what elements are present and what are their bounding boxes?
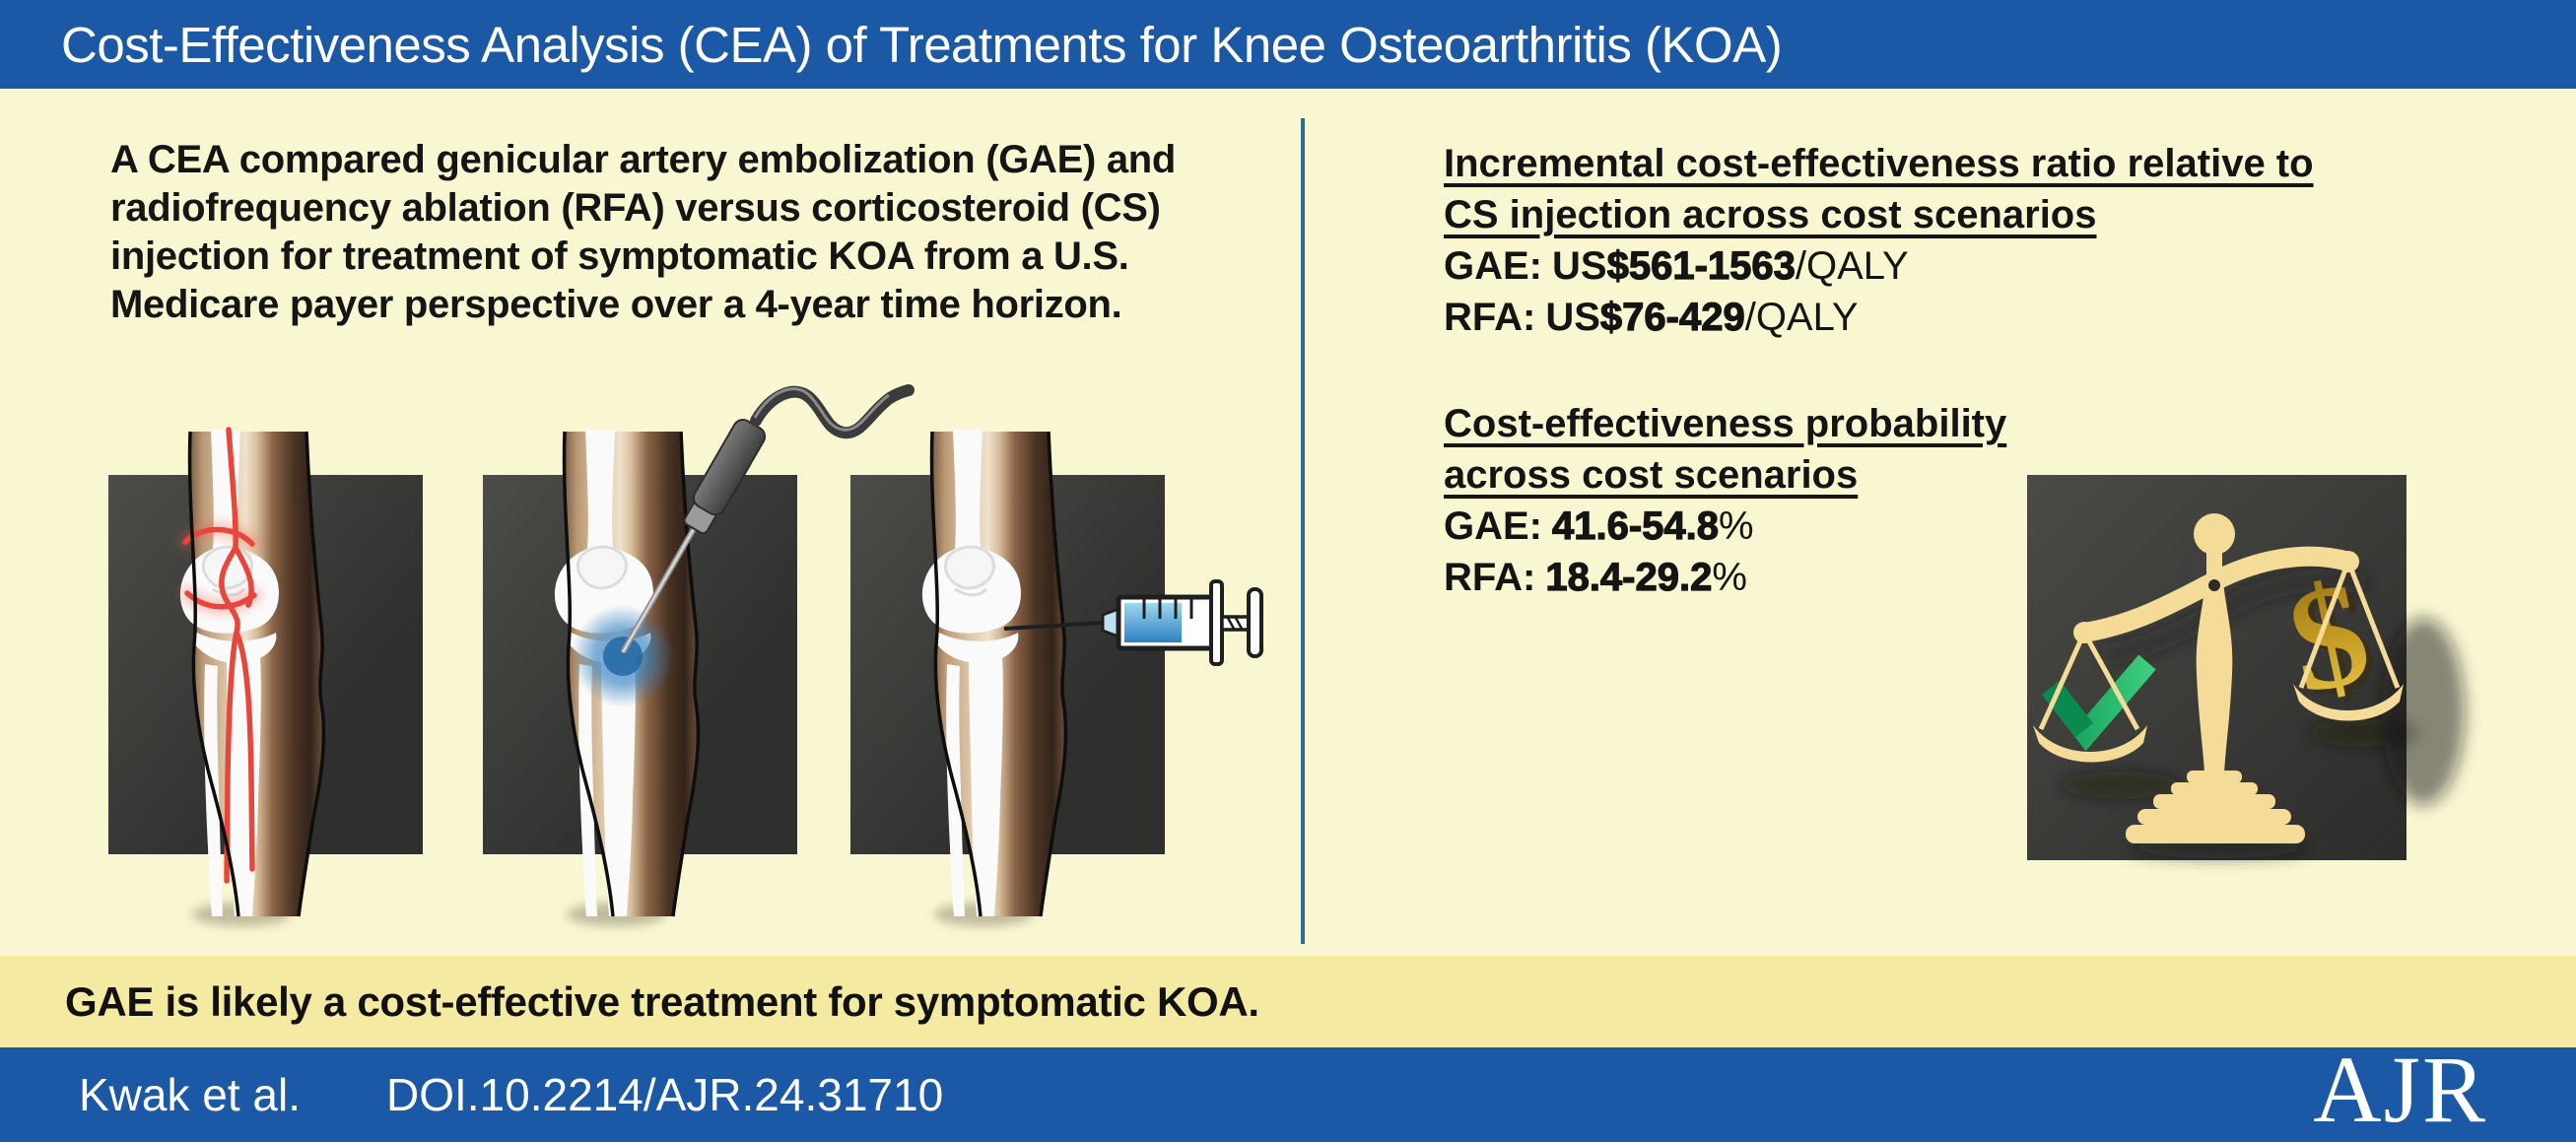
icer-value: $76-429 <box>1599 295 1745 339</box>
header-bar: Cost-Effectiveness Analysis (CEA) of Tre… <box>0 0 2576 89</box>
treatment-label: GAE: <box>1444 504 1542 548</box>
balance-scale-figure <box>2033 513 2404 843</box>
percent-sign: % <box>1719 504 1754 548</box>
icer-row-gae: GAE: US$561-1563/QALY <box>1444 240 2314 292</box>
knee-rfa-svg <box>483 384 915 926</box>
percent-sign: % <box>1712 556 1747 599</box>
authors-citation: Kwak et al. <box>79 1069 301 1120</box>
icer-heading-line: CS injection across cost scenarios <box>1444 193 2097 236</box>
icer-heading-line: Incremental cost-effectiveness ratio rel… <box>1444 142 2314 185</box>
probability-heading-line: Cost-effectiveness probability <box>1444 402 2007 445</box>
summary-line: A CEA compared genicular artery emboliza… <box>110 138 1177 181</box>
summary-line: injection for treatment of symptomatic K… <box>110 235 1129 278</box>
knee-gae-illustration <box>89 424 463 926</box>
conclusion-text: GAE is likely a cost-effective treatment… <box>65 977 1259 1025</box>
conclusion-banner: GAE is likely a cost-effective treatment… <box>0 956 2576 1047</box>
icer-row-rfa: RFA: US$76-429/QALY <box>1444 292 2314 343</box>
summary-line: Medicare payer perspective over a 4-year… <box>110 283 1122 326</box>
cost-benefit-scale-illustration: $ $ <box>2027 475 2465 860</box>
doi-text: DOI.10.2214/AJR.24.31710 <box>386 1069 944 1120</box>
syringe-liquid <box>1124 603 1182 642</box>
currency-prefix: US <box>1545 296 1600 339</box>
icer-value: $561-1563 <box>1606 243 1796 288</box>
syringe <box>1003 579 1263 666</box>
column-divider <box>1301 118 1305 944</box>
icer-unit: /QALY <box>1744 296 1859 339</box>
currency-prefix: US <box>1552 244 1607 288</box>
treatment-label: GAE: <box>1444 244 1542 288</box>
rfa-probe <box>620 384 915 654</box>
treatment-label: RFA: <box>1444 556 1536 599</box>
probe-cable <box>750 384 915 439</box>
knee-cs-injection-illustration <box>831 424 1263 926</box>
probability-row-rfa: RFA: 18.4-29.2% <box>1444 552 2006 603</box>
study-summary: A CEA compared genicular artery emboliza… <box>110 136 1176 329</box>
icer-unit: /QALY <box>1795 244 1909 288</box>
treatment-label: RFA: <box>1444 296 1536 339</box>
genicular-arteries <box>182 427 257 884</box>
balance-scale-svg: $ $ <box>2027 475 2465 860</box>
probability-value: 18.4-29.2 <box>1545 555 1713 599</box>
icer-results-block: Incremental cost-effectiveness ratio rel… <box>1444 138 2314 343</box>
knee-rfa-illustration <box>463 384 915 926</box>
knee-cs-svg <box>850 430 1263 926</box>
ajr-journal-logo: AJR <box>2313 1036 2487 1142</box>
probability-results-block: Cost-effectiveness probability across co… <box>1444 398 2006 603</box>
knee-gae-svg <box>108 427 423 926</box>
page-title: Cost-Effectiveness Analysis (CEA) of Tre… <box>61 16 1783 73</box>
summary-line: radiofrequency ablation (RFA) versus cor… <box>110 186 1161 230</box>
probability-row-gae: GAE: 41.6-54.8% <box>1444 501 2006 552</box>
probability-heading-line: across cost scenarios <box>1444 453 1859 497</box>
probability-value: 41.6-54.8 <box>1551 504 1720 548</box>
footer-bar: Kwak et al. DOI.10.2214/AJR.24.31710 AJR <box>0 1037 2576 1142</box>
